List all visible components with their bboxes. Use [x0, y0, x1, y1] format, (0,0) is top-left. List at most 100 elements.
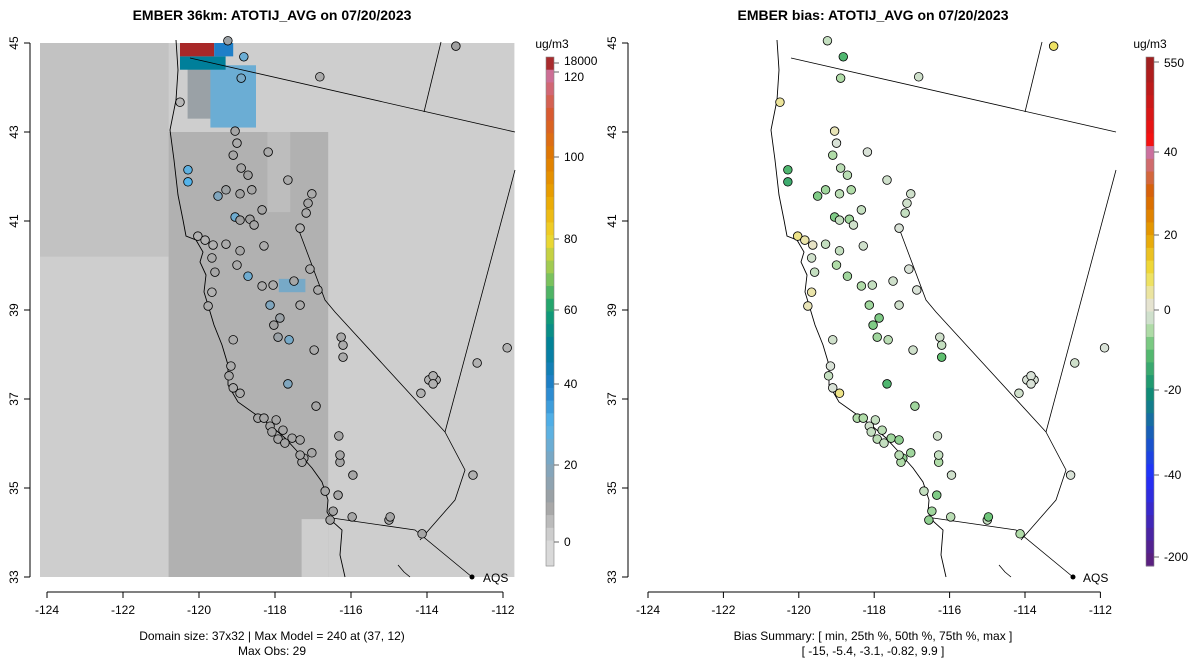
x-tick-label: -120 [187, 603, 211, 617]
obs-site-marker [232, 138, 242, 148]
obs-site-marker [267, 427, 277, 437]
bias-site-marker [1065, 470, 1076, 480]
x-tick-label: -122 [111, 603, 135, 617]
obs-site-marker [221, 239, 231, 249]
colorbar-swatch [546, 146, 554, 160]
colorbar-swatch [546, 502, 554, 516]
bias-site-marker [983, 512, 994, 522]
colorbar-swatch [1146, 69, 1154, 83]
obs-site-marker [301, 208, 311, 218]
bias-site-marker [904, 264, 914, 274]
bias-site-marker [828, 335, 838, 345]
model-grid-cell [168, 132, 329, 577]
colorbar-swatch [1146, 196, 1154, 211]
colorbar-swatch [1146, 286, 1154, 300]
x-tick-label: -112 [1089, 603, 1112, 617]
bias-site-marker [908, 345, 918, 355]
colorbar-swatch [546, 57, 554, 71]
footer-line1: Bias Summary: [ min, 25th %, 50th %, 75t… [734, 629, 1013, 643]
colorbar-units: ug/m3 [1133, 37, 1167, 51]
obs-site-marker [320, 486, 330, 496]
bias-site-marker [829, 126, 840, 136]
bias-site-marker [946, 512, 956, 522]
bias-site-marker [866, 427, 876, 437]
obs-site-marker [295, 300, 305, 310]
y-tick-label: 33 [605, 570, 619, 584]
obs-site-marker [271, 415, 281, 425]
colorbar-swatch [1146, 184, 1154, 198]
colorbar-swatch [1146, 349, 1154, 363]
coastline [397, 564, 411, 578]
colorbar-swatch [1146, 400, 1154, 414]
obs-site-marker [303, 198, 313, 208]
obs-site-marker [232, 260, 242, 270]
bias-site-marker [874, 313, 884, 323]
bias-site-marker [1015, 529, 1025, 539]
obs-site-marker [259, 413, 269, 423]
obs-site-marker [347, 512, 357, 522]
obs-site-marker [307, 448, 317, 458]
colorbar-swatch [546, 413, 554, 427]
obs-site-marker [428, 371, 438, 381]
model-grid-cell [267, 132, 291, 213]
obs-site-marker [333, 490, 343, 500]
colorbar: 550 40 20 0 -20 -40 -200 [1145, 56, 1188, 567]
bias-site-marker [919, 486, 929, 496]
bias-site-marker [882, 175, 892, 185]
bias-site-marker [835, 73, 846, 83]
bias-site-marker [894, 450, 904, 460]
bias-site-marker [800, 235, 810, 245]
bias-site-marker [924, 515, 934, 525]
bias-site-marker [823, 371, 834, 381]
bias-site-marker [872, 434, 882, 444]
obs-site-marker [451, 41, 461, 51]
model-grid-cell [301, 519, 329, 577]
obs-site-marker [208, 240, 218, 250]
obs-site-marker [283, 175, 293, 185]
colorbar-swatch [1146, 375, 1154, 389]
colorbar-swatch [546, 235, 554, 249]
bias-site-marker [828, 383, 838, 393]
colorbar-swatch [1146, 120, 1154, 134]
colorbar-swatch [1146, 540, 1154, 554]
colorbar-tick-label: 60 [564, 303, 578, 317]
colorbar-swatch [546, 260, 554, 274]
colorbar-swatch [546, 387, 554, 402]
obs-site-marker [226, 361, 236, 371]
colorbar-swatch [546, 489, 554, 503]
colorbar-units: ug/m3 [535, 37, 569, 51]
obs-site-marker [247, 185, 257, 195]
colorbar-swatch [546, 324, 554, 338]
obs-site-marker [284, 335, 294, 345]
colorbar-swatch [546, 171, 554, 185]
colorbar-swatch [1146, 57, 1154, 71]
obs-site-marker [224, 371, 234, 381]
obs-site-marker [210, 267, 220, 277]
colorbar-swatch [546, 362, 554, 376]
colorbar-swatch [1146, 387, 1154, 402]
colorbar-tick-label: 120 [564, 70, 584, 84]
bias-site-marker [868, 320, 878, 330]
obs-site-marker [228, 150, 238, 160]
obs-site-marker [249, 220, 259, 230]
y-tick-label: 39 [7, 303, 21, 317]
bias-site-marker [888, 276, 898, 286]
obs-site-marker [305, 264, 315, 274]
bias-site-marker [846, 185, 856, 195]
colorbar-swatch [1146, 476, 1154, 491]
colorbar-swatch [546, 451, 554, 465]
obs-site-marker [472, 358, 482, 368]
model-grid-cell [214, 43, 234, 57]
colorbar-tick-label: 20 [564, 458, 578, 472]
panel-title: EMBER bias: ATOTIJ_AVG on 07/20/2023 [737, 7, 1008, 23]
colorbar-swatch [546, 82, 554, 96]
obs-site-marker [309, 345, 319, 355]
bias-site-marker [932, 490, 942, 500]
bias-site-marker [1026, 379, 1036, 389]
bias-site-marker [935, 332, 945, 342]
bias-site-marker [831, 260, 842, 270]
bias-site-marker [1048, 41, 1059, 51]
obs-site-marker [183, 165, 193, 175]
bias-sites [775, 36, 1110, 539]
colorbar-swatch [1146, 107, 1154, 122]
